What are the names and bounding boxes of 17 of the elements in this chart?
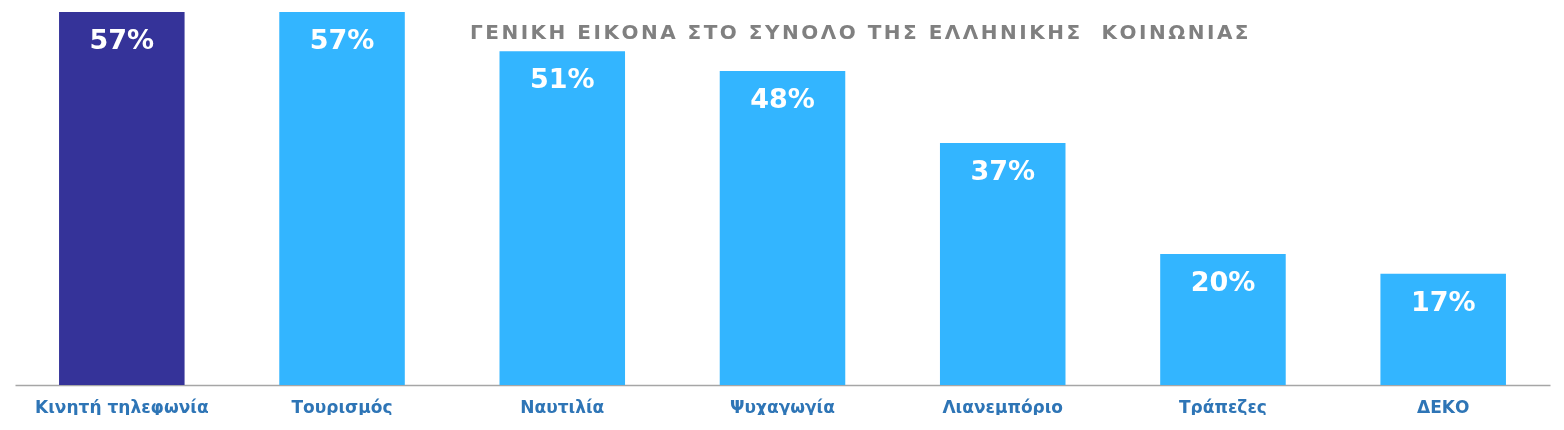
data-label: 20% [1190,266,1256,298]
bar [1160,254,1286,385]
bar [939,142,1066,385]
data-label: 57% [89,24,155,55]
data-label: 37% [970,154,1036,186]
bar [499,51,626,385]
data-label: 17% [1410,285,1476,317]
bar [719,70,846,385]
chart-title: ΓΕΝΙΚΗ ΕΙΚΟΝΑ ΣΤΟ ΣΥΝΟΛΟ ΤΗΣ ΕΛΛΗΝΙΚΗΣ ΚΟΙΝΩΝΙΑΣ [470,20,1252,44]
bar [279,12,405,385]
bar [1380,273,1506,385]
bar [59,12,185,385]
x-tick-label: ΔΕΚΟ [1416,396,1470,417]
data-label: 51% [529,63,595,95]
data-label: 57% [309,24,375,55]
data-label: 48% [750,82,815,114]
x-tick-label: Ναυτιλία [520,396,605,417]
